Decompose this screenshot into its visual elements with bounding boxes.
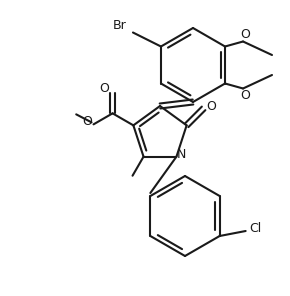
Text: O: O xyxy=(100,82,110,95)
Text: O: O xyxy=(207,100,217,113)
Text: O: O xyxy=(240,28,250,41)
Text: Br: Br xyxy=(113,19,127,32)
Text: N: N xyxy=(177,148,186,161)
Text: Cl: Cl xyxy=(249,223,262,236)
Text: O: O xyxy=(240,89,250,102)
Text: O: O xyxy=(83,115,93,128)
